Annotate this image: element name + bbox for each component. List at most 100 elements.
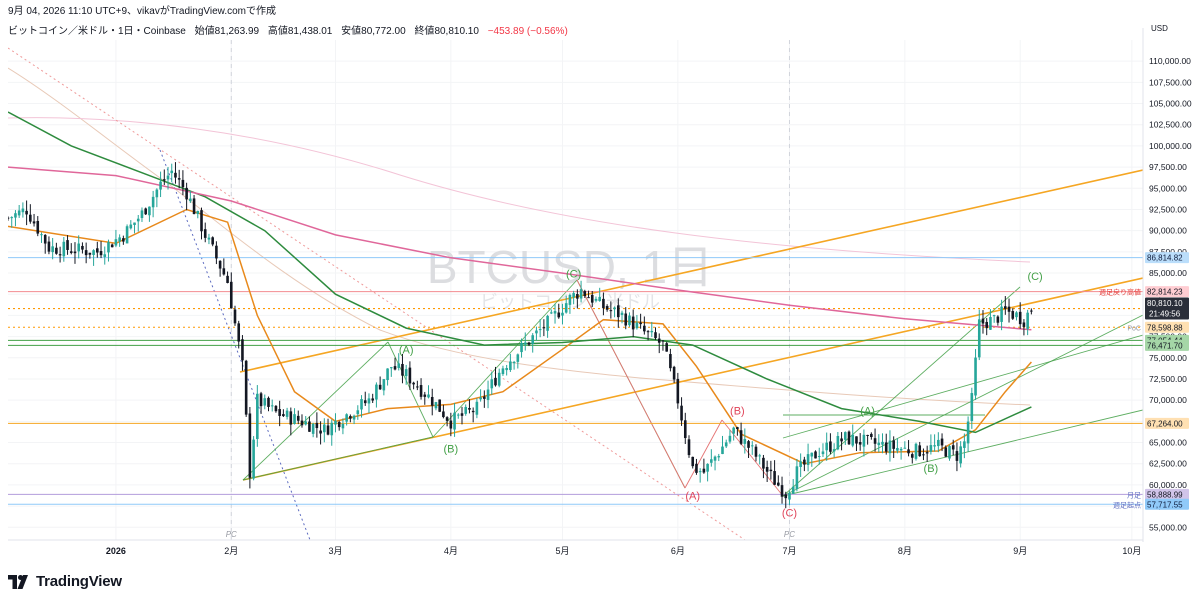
candle xyxy=(594,296,598,303)
candle-body xyxy=(579,289,583,299)
candle xyxy=(855,436,858,452)
candle xyxy=(780,476,784,504)
level-note: 週足戻り高値 xyxy=(1099,288,1141,297)
pc-label: PC xyxy=(784,530,795,539)
wave-green-line xyxy=(432,279,578,438)
price-badge-bg xyxy=(1145,252,1189,264)
candle-body xyxy=(226,275,229,283)
price-level-badge: 67,264.00 xyxy=(1145,417,1189,429)
candle xyxy=(896,438,899,454)
candle xyxy=(639,313,642,329)
candle xyxy=(1018,302,1022,329)
candle xyxy=(680,397,683,426)
candle-body xyxy=(196,210,200,214)
candle-body xyxy=(162,179,166,181)
candle-body xyxy=(587,297,590,299)
price-chart[interactable]: BTCUSD, 1日ビットコイン／米ドル(A)(B)(C)(B)(A)(C)(A… xyxy=(0,0,1200,565)
candle xyxy=(125,224,129,244)
candle-body xyxy=(256,393,259,439)
candle xyxy=(974,349,977,401)
candle xyxy=(773,460,776,485)
candle xyxy=(564,295,568,314)
candle-body xyxy=(1007,306,1011,312)
candle-body xyxy=(1026,312,1029,329)
symbol-name[interactable]: ビットコイン／米ドル・1日・Coinbase xyxy=(8,26,186,37)
candle xyxy=(162,169,166,186)
candle xyxy=(494,366,497,387)
candle-body xyxy=(10,217,14,219)
candle-body xyxy=(542,327,546,329)
candle xyxy=(691,456,695,469)
y-tick-label: 97,500.00 xyxy=(1149,162,1187,172)
candle xyxy=(535,326,538,341)
candle-body xyxy=(840,438,843,442)
candle xyxy=(736,426,739,436)
tradingview-logo-icon xyxy=(8,574,28,589)
candle xyxy=(144,207,147,216)
candle xyxy=(278,400,281,427)
price-badge-bg xyxy=(1145,339,1189,351)
candle xyxy=(352,414,356,425)
candle-body xyxy=(285,410,289,417)
candle-body xyxy=(419,385,423,397)
candle-body xyxy=(899,448,903,451)
candle xyxy=(185,182,188,211)
candle xyxy=(304,416,308,426)
candle xyxy=(360,395,363,418)
candle-body xyxy=(516,354,520,362)
candle-body xyxy=(628,315,631,326)
candle-body xyxy=(914,443,918,459)
candle xyxy=(951,439,955,456)
x-tick-label: 9月 xyxy=(1013,546,1027,556)
wave-label: (B) xyxy=(444,444,459,456)
candle xyxy=(222,258,226,276)
candle-body xyxy=(293,414,296,424)
tradingview-logo[interactable]: TradingView xyxy=(8,573,122,590)
candle xyxy=(836,431,840,451)
candle-body xyxy=(762,457,765,469)
candle xyxy=(129,220,133,230)
candle xyxy=(620,310,624,324)
moving-average-line xyxy=(8,166,1032,331)
candle xyxy=(330,419,334,446)
candle xyxy=(918,441,922,457)
candle xyxy=(397,353,401,371)
candle xyxy=(989,309,992,330)
candle-body xyxy=(803,459,806,465)
candle-body xyxy=(1015,312,1018,318)
x-tick-label: 2月 xyxy=(224,546,238,556)
candle xyxy=(810,452,814,467)
candle xyxy=(315,412,319,438)
candle xyxy=(955,442,959,472)
candle-body xyxy=(546,315,549,331)
candle xyxy=(382,379,386,396)
candle xyxy=(349,414,352,423)
candle-body xyxy=(855,436,858,444)
candle xyxy=(788,491,791,506)
y-tick-label: 62,500.00 xyxy=(1149,459,1187,469)
candle xyxy=(654,327,657,341)
candle xyxy=(721,435,724,455)
candle-body xyxy=(918,445,922,457)
candle-body xyxy=(538,329,542,331)
candle xyxy=(910,452,914,464)
candle xyxy=(944,445,948,458)
candle-body xyxy=(791,486,795,494)
candle xyxy=(747,440,750,458)
price-level-badge: 78,598.88 xyxy=(1145,321,1189,333)
candle-body xyxy=(951,445,955,450)
x-tick-label: 3月 xyxy=(328,546,342,556)
candle-body xyxy=(777,482,780,486)
candle xyxy=(814,450,817,459)
candle xyxy=(404,364,408,385)
candle xyxy=(710,449,713,467)
price-level-badge: 58,888.99 xyxy=(1145,488,1189,500)
candle-body xyxy=(110,244,114,248)
candle-body xyxy=(1000,306,1003,322)
candle xyxy=(408,361,412,390)
candle-body xyxy=(944,447,948,457)
candle xyxy=(345,413,348,426)
candle-body xyxy=(460,413,464,416)
close-label: 終値 xyxy=(414,26,435,37)
candle xyxy=(922,448,925,461)
